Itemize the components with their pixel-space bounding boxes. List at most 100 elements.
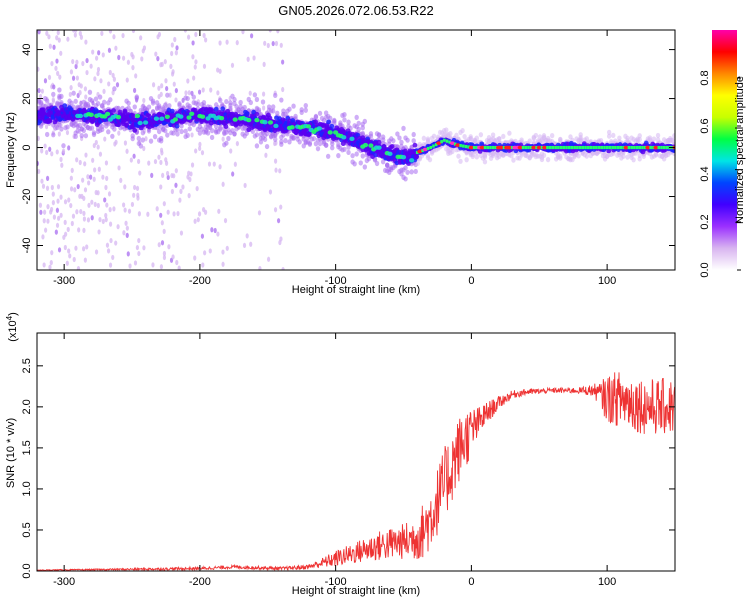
spectrogram-cell	[453, 142, 457, 146]
spectrogram-cell	[40, 88, 44, 94]
spectrogram-cell	[565, 145, 568, 150]
spectrogram-cell	[159, 212, 163, 218]
spectrogram-cell	[326, 119, 331, 125]
spectrogram-cell	[631, 157, 636, 163]
spectrogram-cell	[444, 127, 449, 133]
spectrogram-cell	[261, 91, 266, 97]
spectrogram-cell	[59, 194, 63, 200]
spectrogram-cell	[449, 141, 455, 145]
spectrogram-cell	[475, 145, 479, 150]
spectrogram-cell	[611, 145, 614, 150]
spectrogram-cell	[244, 111, 250, 117]
snr-ytick-label: 1.5	[21, 440, 33, 455]
spectrogram-cell	[456, 153, 461, 159]
spectrogram-cell	[527, 138, 532, 144]
spectrogram-cell	[176, 210, 180, 217]
spectrogram-cell	[64, 231, 68, 237]
spectrogram-cell	[104, 111, 111, 117]
spectrogram-cell	[134, 113, 141, 119]
spectrogram-cell	[328, 115, 333, 121]
spectrogram-cell	[605, 145, 609, 150]
spectrogram-cell	[63, 199, 68, 205]
spectrogram-cell	[75, 75, 79, 81]
spectrogram-cell	[524, 145, 528, 150]
spectrogram-cell	[119, 177, 123, 184]
snr-xtick-label: -200	[189, 576, 211, 588]
spectrogram-cell	[170, 50, 174, 57]
spectrogram-cell	[472, 145, 476, 150]
spectrogram-cell	[670, 137, 675, 144]
colorbar-tick-label: 0.4	[699, 166, 711, 181]
spectrogram-cell	[108, 262, 113, 268]
spectrogram-cell	[260, 99, 266, 105]
snr-xtick-label: -100	[325, 576, 347, 588]
spectrogram-cell	[554, 145, 557, 150]
spectrogram-cell	[89, 98, 95, 104]
spectrogram-cell	[95, 100, 101, 107]
spectrogram-cell	[125, 232, 129, 238]
spectrogram-cell	[421, 148, 424, 153]
spectrogram-xtick-label: -300	[53, 275, 75, 287]
snr-series-line	[37, 372, 675, 571]
spectrogram-cell	[62, 103, 68, 109]
spectrogram-cell	[159, 264, 164, 270]
spectrogram-cell	[619, 145, 623, 150]
spectrogram-cell	[276, 218, 281, 224]
spectrogram-cell	[162, 201, 166, 207]
spectrogram-cell	[117, 109, 123, 115]
spectrogram-cell	[185, 95, 190, 102]
spectrogram-cell	[49, 206, 54, 213]
spectrogram-cell	[65, 260, 69, 266]
spectrogram-frame	[36, 29, 676, 271]
spectrogram-cell	[641, 145, 644, 150]
spectrogram-cell	[546, 145, 549, 150]
spectrogram-cell	[252, 92, 258, 98]
spectrogram-cell	[56, 184, 61, 190]
spectrogram-cell	[238, 99, 243, 106]
spectrogram-cell	[140, 56, 144, 62]
spectrogram-cell	[672, 133, 675, 139]
spectrogram-cell	[160, 150, 164, 156]
spectrogram-cell	[43, 143, 47, 149]
spectrogram-cell	[52, 214, 56, 220]
spectrogram-cell	[73, 98, 78, 104]
spectrogram-cell	[279, 236, 283, 242]
spectrogram-cell	[165, 92, 170, 98]
spectrogram-cell	[175, 131, 180, 137]
spectrogram-cell	[645, 145, 651, 150]
spectrogram-cell	[317, 141, 323, 147]
spectrogram-cell	[510, 145, 514, 150]
spectrogram-cell	[258, 139, 264, 145]
spectrogram-cell	[58, 74, 62, 80]
spectrogram-cell	[186, 78, 190, 84]
spectrogram-cell	[233, 161, 237, 167]
spectrogram-cell	[242, 242, 247, 248]
spectrogram-cell	[350, 153, 355, 159]
snr-xtick-label: 0	[468, 576, 474, 588]
spectrogram-cell	[254, 117, 260, 123]
spectrogram-cell	[616, 145, 620, 150]
spectrogram-cell	[123, 207, 127, 213]
spectrogram-cell	[273, 92, 278, 98]
spectrogram-cell	[60, 162, 64, 168]
spectrogram-cell	[549, 133, 555, 139]
spectrogram-cell	[47, 118, 53, 124]
spectrogram-cell	[191, 94, 196, 100]
spectrogram-cell	[283, 138, 288, 144]
spectrogram-cell	[42, 218, 46, 224]
snr-xtick-label: 100	[598, 576, 616, 588]
spectrogram-cell	[399, 139, 404, 145]
spectrogram-cell	[90, 199, 94, 205]
spectrogram-cell	[649, 145, 652, 150]
spectrogram-cell	[122, 108, 128, 114]
spectrogram-cell	[37, 168, 41, 175]
spectrogram-cell	[49, 260, 53, 266]
spectrogram-cell	[232, 117, 238, 122]
spectrogram-cell	[376, 145, 382, 150]
spectrogram-cell	[136, 135, 142, 142]
spectrogram-cell	[468, 134, 473, 140]
spectrogram-cell	[132, 153, 136, 159]
spectrogram-cell	[159, 184, 163, 190]
spectrogram-cell	[391, 138, 396, 144]
